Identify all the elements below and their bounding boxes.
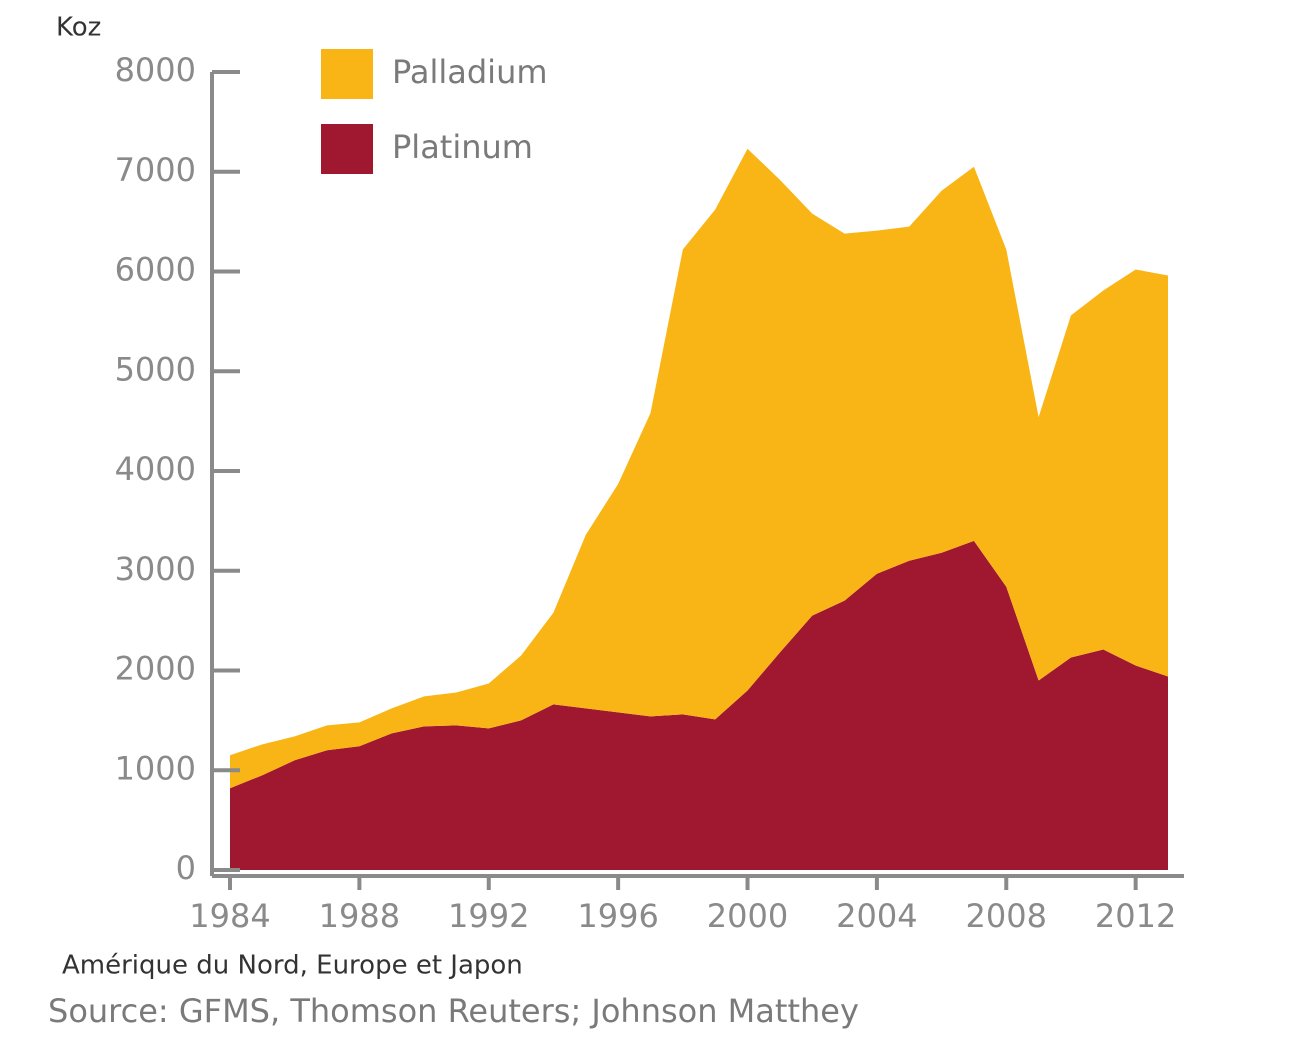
- x-tick-label: 2008: [966, 897, 1047, 935]
- area: [230, 540, 1168, 870]
- y-tick-label: 7000: [115, 151, 196, 189]
- legend-label: Platinum: [392, 128, 533, 166]
- y-tick-label: 1000: [115, 749, 196, 787]
- x-tick-label: 1992: [448, 897, 529, 935]
- x-tick-label: 2000: [707, 897, 788, 935]
- source: Source: GFMS, Thomson Reuters; Johnson M…: [48, 992, 859, 1030]
- y-tick-label: 6000: [115, 251, 196, 289]
- y-tick-label: 4000: [115, 450, 196, 488]
- y-tick-label: 8000: [115, 51, 196, 89]
- x-tick-label: 2004: [836, 897, 917, 935]
- legend-swatch: [321, 124, 373, 174]
- area: [230, 148, 1168, 789]
- x-tick-label: 1988: [319, 897, 400, 935]
- y-tick-label: 2000: [115, 650, 196, 688]
- y-tick-label: 0: [176, 849, 196, 887]
- y-tick-label: 5000: [115, 350, 196, 388]
- subtitle: Amérique du Nord, Europe et Japon: [62, 951, 523, 981]
- x-tick-label: 1984: [189, 897, 270, 935]
- x-tick-label: 1996: [577, 897, 658, 935]
- legend-swatch: [321, 49, 373, 99]
- y-tick-label: 3000: [115, 550, 196, 588]
- legend-label: Palladium: [392, 53, 548, 91]
- y-axis-label: Koz: [56, 13, 101, 43]
- x-tick-label: 2012: [1095, 897, 1176, 935]
